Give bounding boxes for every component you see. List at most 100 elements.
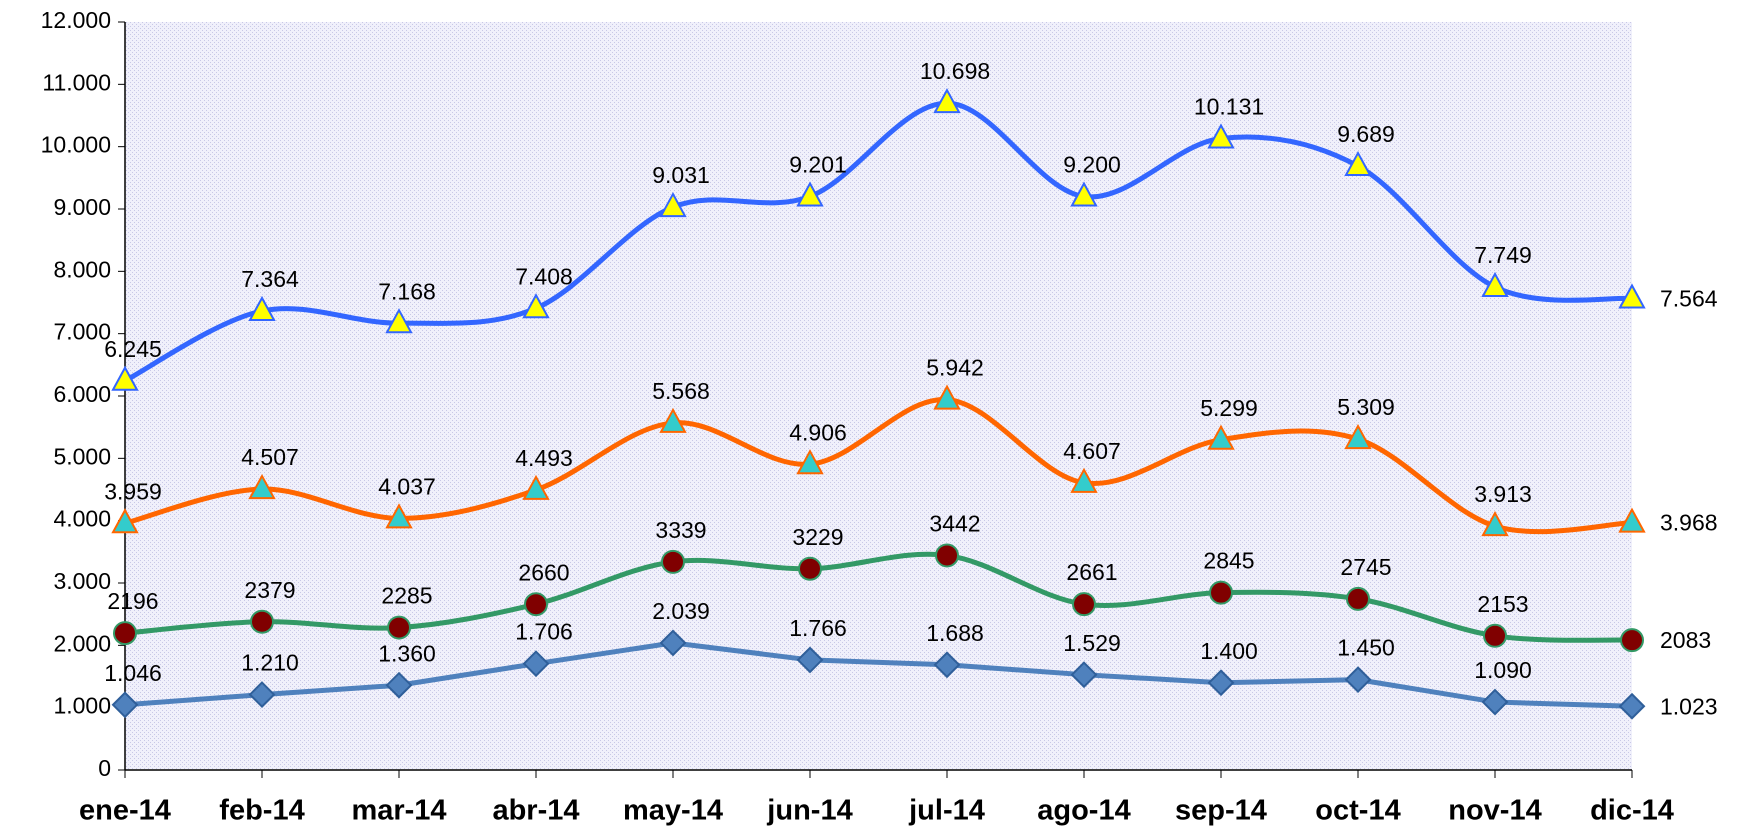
- marker: [796, 449, 824, 475]
- marker: [111, 365, 139, 391]
- data-label: 3.959: [104, 478, 162, 504]
- data-label: 5.299: [1200, 395, 1258, 421]
- data-label: 2379: [244, 577, 295, 603]
- marker: [1344, 666, 1372, 694]
- data-label: 5.942: [926, 355, 984, 381]
- marker: [1207, 123, 1235, 149]
- x-tick-label: may-14: [623, 795, 723, 827]
- data-label: 2661: [1066, 559, 1117, 585]
- series-line: [124, 640, 1633, 709]
- marker: [1072, 592, 1096, 617]
- data-label: 1.450: [1337, 635, 1395, 661]
- marker: [113, 621, 137, 646]
- marker: [524, 592, 548, 617]
- marker: [387, 615, 411, 640]
- marker: [1618, 283, 1646, 309]
- data-label: 7.749: [1474, 242, 1532, 268]
- y-tick-label: 4.000: [53, 506, 111, 532]
- data-label: 4.607: [1063, 438, 1121, 464]
- marker: [796, 181, 824, 207]
- y-tick-label: 2.000: [53, 630, 111, 656]
- data-label: 1.023: [1660, 693, 1718, 719]
- data-label: 7.168: [378, 278, 436, 304]
- marker: [1207, 669, 1235, 697]
- data-label: 2285: [381, 583, 432, 609]
- data-label: 1.400: [1200, 638, 1258, 664]
- data-label: 2845: [1203, 548, 1254, 574]
- data-label: 7.408: [515, 263, 573, 289]
- data-label: 5.568: [652, 378, 710, 404]
- data-label: 7.564: [1660, 286, 1718, 312]
- marker: [1346, 586, 1370, 611]
- x-tick-label: abr-14: [492, 795, 579, 827]
- y-tick-label: 3.000: [53, 568, 111, 594]
- marker: [659, 191, 687, 218]
- marker: [385, 671, 413, 699]
- data-label: 2745: [1340, 554, 1391, 580]
- data-label: 1.090: [1474, 657, 1532, 683]
- y-tick-label: 1.000: [53, 693, 111, 719]
- data-label: 4.906: [789, 419, 847, 445]
- marker: [248, 681, 276, 708]
- marker: [1344, 423, 1372, 450]
- data-label: 2153: [1477, 591, 1528, 617]
- marker: [522, 650, 550, 678]
- data-label: 2660: [518, 559, 569, 585]
- marker: [1070, 467, 1098, 493]
- marker: [796, 646, 824, 674]
- data-label: 1.766: [789, 615, 847, 641]
- y-tick-label: 7.000: [53, 319, 111, 345]
- data-label: 1.529: [1063, 630, 1121, 656]
- x-tick-label: feb-14: [219, 795, 304, 827]
- data-label: 9.200: [1063, 152, 1121, 178]
- data-label: 9.201: [789, 152, 847, 178]
- data-label: 1.046: [104, 660, 162, 686]
- data-label: 2083: [1660, 627, 1711, 653]
- marker: [1209, 580, 1233, 605]
- marker: [798, 556, 822, 581]
- data-label: 3.968: [1660, 510, 1718, 536]
- x-tick-label: oct-14: [1315, 795, 1400, 827]
- marker: [659, 407, 687, 433]
- marker: [522, 474, 550, 500]
- marker: [385, 308, 413, 334]
- y-tick-label: 8.000: [53, 256, 111, 282]
- x-tick-label: jun-14: [766, 795, 852, 827]
- marker: [1618, 507, 1646, 533]
- data-label: 4.037: [378, 473, 436, 499]
- data-label: 7.364: [241, 266, 299, 292]
- data-label: 3.913: [1474, 481, 1532, 507]
- x-tick-label: ene-14: [79, 795, 171, 827]
- marker: [248, 473, 276, 500]
- data-label: 2196: [107, 588, 158, 614]
- marker: [1344, 150, 1372, 177]
- y-tick-label: 12.000: [41, 7, 111, 33]
- marker: [250, 609, 274, 634]
- marker: [1618, 692, 1646, 720]
- x-tick-label: nov-14: [1448, 795, 1541, 827]
- y-tick-label: 10.000: [41, 132, 111, 158]
- marker: [248, 295, 276, 321]
- x-tick-label: sep-14: [1175, 795, 1267, 827]
- data-label: 4.507: [241, 444, 299, 470]
- x-tick-label: ago-14: [1037, 795, 1130, 827]
- data-label: 3229: [792, 524, 843, 550]
- marker: [659, 629, 687, 657]
- data-label: 10.698: [920, 58, 990, 84]
- data-label: 3442: [929, 511, 980, 537]
- y-tick-label: 5.000: [53, 443, 111, 469]
- data-label: 5.309: [1337, 394, 1395, 420]
- marker: [1207, 424, 1235, 450]
- y-tick-label: 0: [98, 755, 111, 781]
- marker: [1620, 628, 1644, 653]
- data-label: 9.031: [652, 162, 710, 188]
- marker: [661, 549, 685, 574]
- marker: [933, 651, 961, 679]
- marker: [1483, 623, 1507, 648]
- marker: [111, 508, 139, 534]
- marker: [1481, 688, 1509, 716]
- marker: [522, 293, 550, 319]
- data-label: 1.210: [241, 650, 299, 676]
- data-label: 6.245: [104, 336, 162, 362]
